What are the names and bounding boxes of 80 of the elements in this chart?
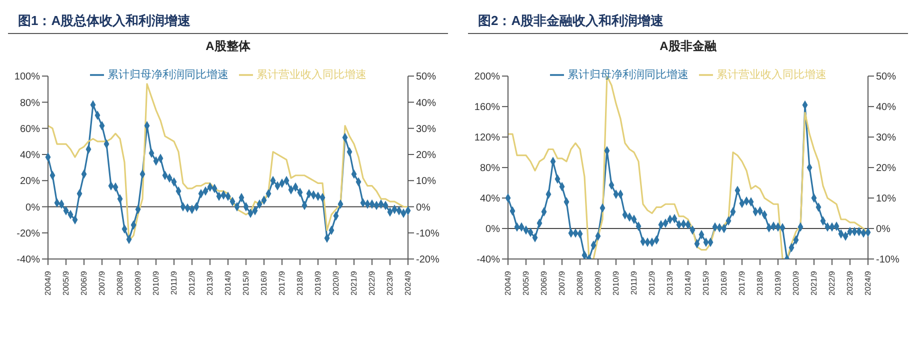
x-tick-label: 2004/9: [44, 270, 52, 296]
x-tick-label: 2006/9: [80, 270, 88, 296]
x-tick-label: 2005/9: [62, 270, 70, 296]
x-tick-label: 2014/9: [684, 270, 692, 296]
legend-label: 累计营业收入同比增速: [716, 69, 826, 81]
x-tick-label: 2012/9: [648, 270, 656, 296]
y2-tick-label: 10%: [876, 194, 896, 205]
y-tick-label: 80%: [20, 98, 40, 109]
x-tick-label: 2014/9: [224, 270, 232, 296]
y2-tick-label: 40%: [876, 102, 896, 114]
chart-title: 图1：A股总体收入和利润增速: [8, 8, 448, 34]
x-tick-label: 2017/9: [278, 270, 286, 296]
x-tick-label: 2019/9: [314, 270, 322, 296]
chart-subtitle: A股非金融: [658, 38, 718, 55]
x-tick-label: 2010/9: [612, 270, 620, 296]
x-tick-label: 2021/9: [350, 270, 358, 296]
x-tick-label: 2008/9: [116, 270, 124, 296]
y2-tick-label: 10%: [416, 176, 436, 188]
y2-tick-label: 0%: [416, 202, 431, 214]
y2-tick-label: 50%: [416, 72, 436, 83]
y-tick-label: -40%: [476, 254, 500, 266]
x-tick-label: 2009/9: [594, 270, 602, 296]
x-tick-label: 2012/9: [188, 270, 196, 296]
y-tick-label: 80%: [480, 163, 500, 174]
legend-label: 累计归母净利润同比增速: [568, 69, 688, 81]
x-tick-label: 2009/9: [134, 270, 142, 296]
y-tick-label: 120%: [474, 132, 500, 144]
x-tick-label: 2015/9: [242, 270, 250, 296]
y2-tick-label: 0%: [876, 224, 891, 236]
x-tick-label: 2017/9: [738, 270, 746, 296]
y-tick-label: 0%: [26, 202, 40, 214]
x-tick-label: 2011/9: [170, 270, 178, 295]
x-tick-label: 2007/9: [558, 270, 566, 296]
y-tick-label: 200%: [474, 72, 500, 83]
x-tick-label: 2024/9: [404, 270, 412, 296]
x-tick-label: 2018/9: [296, 270, 304, 296]
x-tick-label: 2021/9: [810, 270, 818, 296]
y2-tick-label: 20%: [416, 150, 436, 162]
y2-tick-label: 30%: [416, 124, 436, 135]
y-tick-label: 0%: [486, 224, 500, 236]
x-tick-label: 2023/9: [386, 270, 394, 296]
x-tick-label: 2013/9: [206, 270, 214, 296]
y-tick-label: 40%: [20, 150, 40, 162]
x-tick-label: 2016/9: [720, 270, 728, 296]
y-tick-label: -20%: [16, 228, 40, 240]
y-tick-label: 40%: [480, 194, 500, 205]
x-tick-label: 2006/9: [540, 270, 548, 296]
chart-subtitle: A股整体: [204, 38, 252, 55]
x-tick-label: 2016/9: [260, 270, 268, 296]
x-tick-label: 2007/9: [98, 270, 106, 296]
x-tick-label: 2018/9: [756, 270, 764, 296]
y2-tick-label: 40%: [416, 98, 436, 109]
x-tick-label: 2008/9: [576, 270, 584, 296]
y-tick-label: 60%: [20, 124, 40, 135]
y-tick-label: -40%: [16, 254, 40, 266]
x-tick-label: 2005/9: [522, 270, 530, 296]
x-tick-label: 2013/9: [666, 270, 674, 296]
y2-tick-label: 30%: [876, 132, 896, 144]
x-tick-label: 2020/9: [332, 270, 340, 296]
x-tick-label: 2020/9: [792, 270, 800, 296]
legend-label: 累计归母净利润同比增速: [108, 69, 228, 81]
x-tick-label: 2023/9: [846, 270, 854, 296]
x-tick-label: 2024/9: [864, 270, 872, 296]
y2-tick-label: -10%: [876, 254, 900, 266]
y-tick-label: 100%: [14, 72, 40, 83]
x-tick-label: 2004/9: [504, 270, 512, 296]
y-tick-label: 20%: [20, 176, 40, 188]
x-tick-label: 2022/9: [828, 270, 836, 296]
y2-tick-label: 50%: [876, 72, 896, 83]
x-tick-label: 2019/9: [774, 270, 782, 296]
x-tick-label: 2015/9: [702, 270, 710, 296]
x-tick-label: 2011/9: [630, 270, 638, 295]
chart-title: 图2：A股非金融收入和利润增速: [468, 8, 908, 34]
y-tick-label: 160%: [474, 102, 500, 114]
x-tick-label: 2022/9: [368, 270, 376, 296]
legend-label: 累计营业收入同比增速: [256, 69, 366, 81]
y2-tick-label: -20%: [416, 254, 440, 266]
y2-tick-label: -10%: [416, 228, 440, 240]
x-tick-label: 2010/9: [152, 270, 160, 296]
y2-tick-label: 20%: [876, 163, 896, 174]
